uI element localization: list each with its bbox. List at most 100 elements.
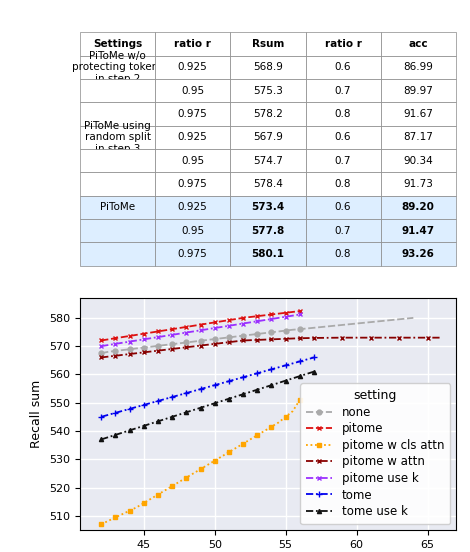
pitome w cls attn xyxy=(98,521,104,528)
pitome w attn xyxy=(439,335,445,341)
pitome w cls attn xyxy=(127,507,133,514)
tome use k xyxy=(198,405,204,411)
pitome use k xyxy=(162,333,168,339)
pitome xyxy=(134,332,140,338)
pitome w attn xyxy=(276,336,282,342)
pitome w cls attn xyxy=(169,483,175,490)
pitome xyxy=(162,327,168,333)
tome use k xyxy=(183,409,189,416)
Line: tome use k: tome use k xyxy=(99,369,316,442)
tome xyxy=(269,366,274,373)
pitome w attn xyxy=(382,335,388,341)
pitome w attn xyxy=(283,336,289,342)
Line: pitome use k: pitome use k xyxy=(99,312,302,348)
pitome w attn xyxy=(396,335,402,341)
none xyxy=(212,336,218,342)
Y-axis label: Recall sum: Recall sum xyxy=(31,380,44,448)
pitome use k xyxy=(176,331,182,337)
pitome w attn xyxy=(240,337,246,344)
pitome use k xyxy=(219,323,225,330)
tome xyxy=(155,397,161,404)
tome xyxy=(283,362,289,369)
tome use k xyxy=(148,420,154,427)
tome xyxy=(219,380,225,386)
tome use k xyxy=(276,380,282,386)
none xyxy=(141,344,147,351)
pitome use k xyxy=(276,315,282,321)
tome xyxy=(183,390,189,396)
none xyxy=(233,333,239,340)
none xyxy=(148,343,154,350)
pitome w attn xyxy=(219,339,225,346)
pitome use k xyxy=(269,316,274,322)
pitome xyxy=(198,321,204,328)
pitome xyxy=(254,313,260,320)
pitome w attn xyxy=(233,338,239,344)
pitome w cls attn xyxy=(219,453,225,460)
pitome w attn xyxy=(261,336,267,343)
pitome w cls attn xyxy=(283,413,289,420)
pitome use k xyxy=(127,338,133,345)
pitome use k xyxy=(134,337,140,344)
pitome w attn xyxy=(162,347,168,353)
pitome xyxy=(205,320,211,327)
pitome w attn xyxy=(425,335,431,341)
pitome w cls attn xyxy=(297,396,303,403)
none xyxy=(276,328,282,335)
tome use k xyxy=(247,389,253,395)
pitome use k xyxy=(141,336,147,343)
pitome w attn xyxy=(105,353,111,360)
tome xyxy=(148,400,154,406)
tome xyxy=(191,388,196,395)
pitome w attn xyxy=(226,339,232,346)
pitome w cls attn xyxy=(276,419,282,426)
pitome use k xyxy=(240,320,246,327)
tome xyxy=(212,382,218,389)
tome xyxy=(198,386,204,392)
tome use k xyxy=(212,400,218,407)
pitome use k xyxy=(191,328,196,335)
pitome w cls attn xyxy=(198,466,204,473)
tome use k xyxy=(297,373,303,379)
none xyxy=(283,327,289,334)
pitome w attn xyxy=(134,350,140,357)
pitome xyxy=(290,309,296,315)
pitome w attn xyxy=(127,351,133,357)
pitome xyxy=(269,311,274,318)
pitome use k xyxy=(212,325,218,331)
pitome xyxy=(98,337,104,344)
tome xyxy=(120,407,125,414)
pitome w attn xyxy=(297,335,303,342)
pitome w cls attn xyxy=(155,491,161,498)
pitome w attn xyxy=(368,335,374,341)
pitome use k xyxy=(283,314,289,320)
tome use k xyxy=(176,411,182,418)
pitome w attn xyxy=(311,335,317,341)
pitome w attn xyxy=(155,347,161,354)
pitome use k xyxy=(183,329,189,336)
none xyxy=(169,341,175,347)
pitome xyxy=(105,336,111,343)
pitome use k xyxy=(254,318,260,325)
tome use k xyxy=(233,393,239,400)
tome use k xyxy=(191,407,196,413)
pitome w attn xyxy=(205,342,211,348)
tome xyxy=(205,384,211,390)
tome xyxy=(247,372,253,379)
tome xyxy=(127,406,133,412)
pitome w attn xyxy=(212,341,218,347)
pitome use k xyxy=(198,327,204,333)
none xyxy=(183,339,189,346)
none xyxy=(297,326,303,332)
pitome w cls attn xyxy=(141,500,147,506)
tome xyxy=(240,374,246,380)
pitome w cls attn xyxy=(148,496,154,502)
pitome w attn xyxy=(254,337,260,343)
tome use k xyxy=(112,432,118,438)
tome xyxy=(304,356,310,363)
tome xyxy=(176,392,182,399)
pitome w attn xyxy=(176,345,182,352)
pitome use k xyxy=(247,319,253,326)
pitome xyxy=(233,316,239,322)
pitome xyxy=(226,317,232,323)
